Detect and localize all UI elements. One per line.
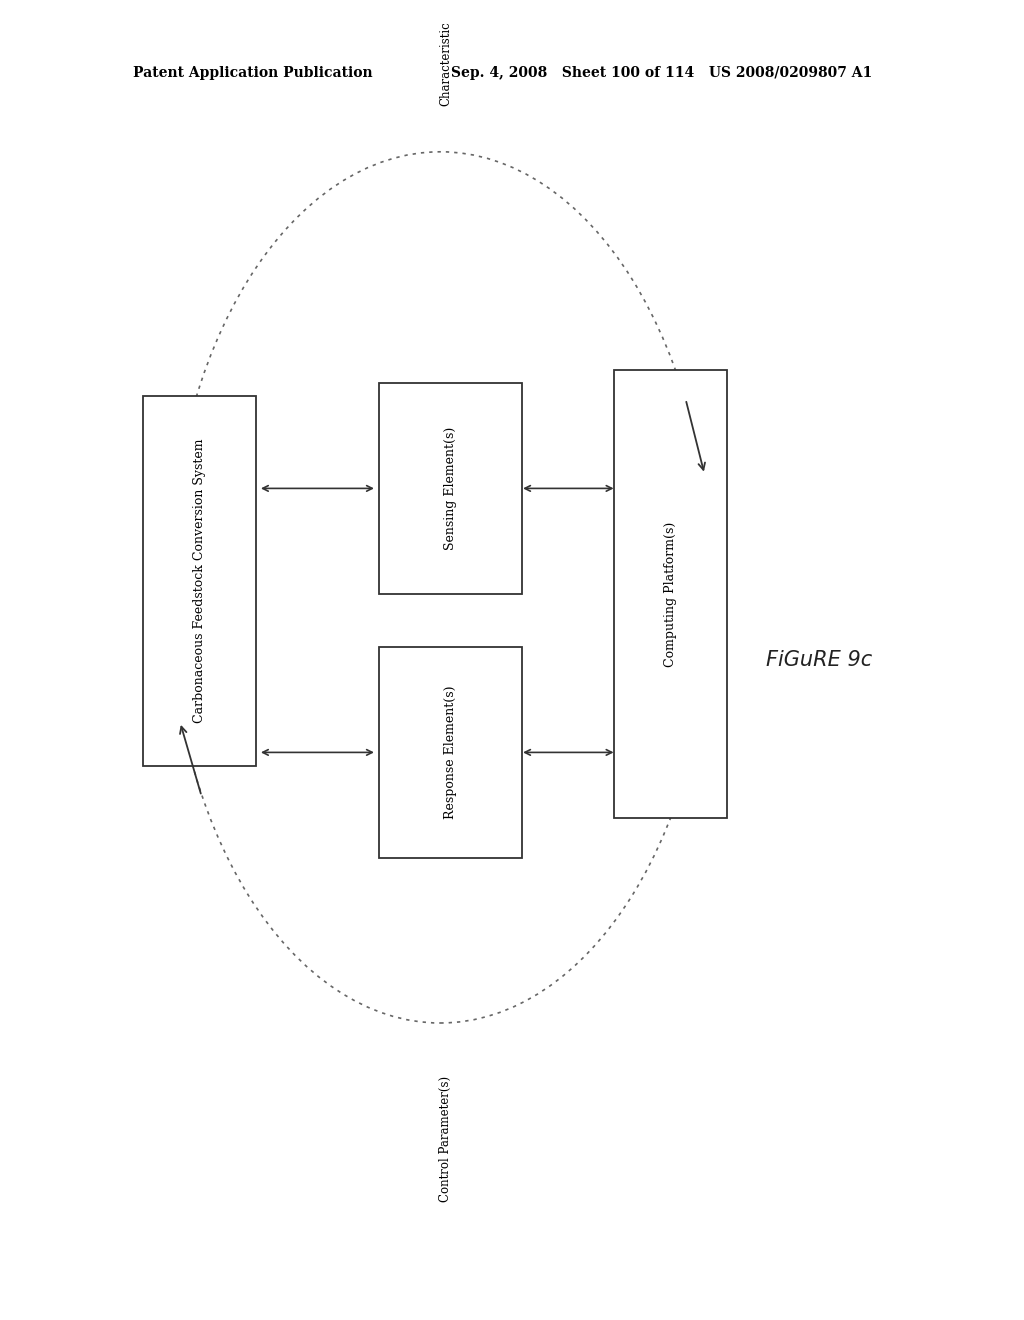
Text: Sep. 4, 2008   Sheet 100 of 114   US 2008/0209807 A1: Sep. 4, 2008 Sheet 100 of 114 US 2008/02… (451, 66, 871, 79)
FancyBboxPatch shape (379, 383, 522, 594)
Text: Control Parameter(s): Control Parameter(s) (439, 1076, 452, 1203)
Text: Response Element(s): Response Element(s) (444, 685, 457, 820)
FancyBboxPatch shape (614, 370, 727, 818)
Text: Computing Platform(s): Computing Platform(s) (665, 521, 677, 667)
FancyBboxPatch shape (379, 647, 522, 858)
Text: Patent Application Publication: Patent Application Publication (133, 66, 373, 79)
FancyBboxPatch shape (143, 396, 256, 766)
Text: FiGuRE 9c: FiGuRE 9c (766, 649, 872, 671)
Text: Characteristic: Characteristic (439, 21, 452, 106)
Text: Carbonaceous Feedstock Conversion System: Carbonaceous Feedstock Conversion System (194, 438, 206, 723)
Text: Sensing Element(s): Sensing Element(s) (444, 426, 457, 550)
